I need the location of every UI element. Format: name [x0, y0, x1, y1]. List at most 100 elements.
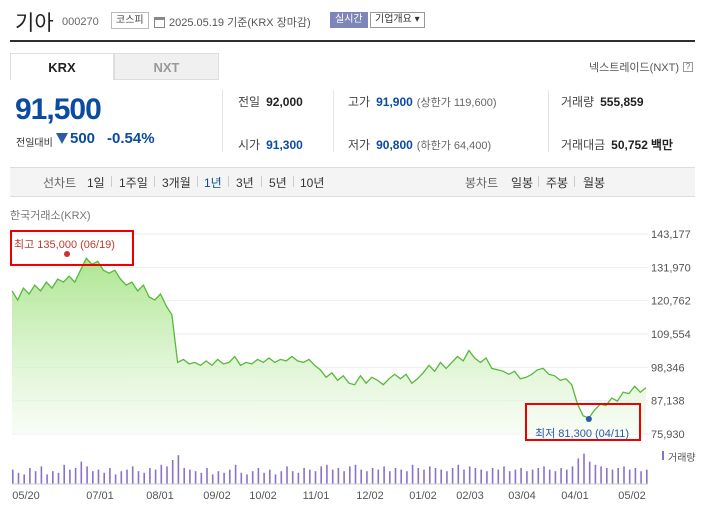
change-label: 전일대비	[16, 138, 53, 149]
market-badge: 코스피	[111, 12, 149, 29]
price-line	[11, 257, 647, 419]
volume-bar	[274, 474, 277, 484]
volume-bar	[291, 471, 294, 484]
volume-bar	[217, 471, 220, 484]
candle-chart-label: 봉차트	[465, 176, 499, 190]
stock-name: 기아	[15, 12, 54, 35]
volume-bar	[69, 469, 71, 484]
volume-bar	[577, 458, 580, 484]
stat-value: 50,752	[611, 138, 648, 152]
volume-bar	[309, 469, 311, 484]
volume-bar	[508, 471, 511, 484]
volume-bar	[646, 469, 648, 484]
volume-bar	[131, 466, 134, 484]
volume-bar	[463, 469, 465, 484]
divider	[261, 176, 262, 187]
quote-date: 2025.05.19 기준(KRX 장마감)	[154, 14, 311, 30]
volume-bar	[183, 468, 185, 484]
y-tick-label: 120,762	[651, 296, 691, 308]
x-tick-label: 12/02	[356, 490, 384, 502]
y-tick-label: 143,177	[651, 229, 691, 241]
tab-krx[interactable]: KRX	[10, 53, 114, 80]
x-tick-label: 02/03	[456, 490, 484, 502]
nxt-link-label: 넥스트레이드(NXT)	[588, 62, 679, 74]
volume-bar	[349, 466, 351, 484]
stat-value: 92,000	[266, 95, 303, 109]
tab-nxt[interactable]: NXT	[114, 53, 219, 80]
volume-bar	[554, 471, 557, 484]
volume-bar	[628, 469, 631, 484]
stat-high: 고가 91,900 (상한가 119,600)	[348, 93, 497, 110]
stat-label: 시가	[238, 138, 261, 152]
period-3m[interactable]: 3개월	[162, 176, 191, 190]
volume-bar	[80, 461, 83, 484]
line-chart-label: 선차트	[43, 176, 77, 190]
period-monthly[interactable]: 월봉	[583, 176, 606, 190]
period-weekly[interactable]: 주봉	[546, 176, 569, 190]
volume-legend-label: 거래량	[668, 453, 696, 464]
volume-bar	[251, 471, 254, 484]
volume-bar	[354, 464, 357, 484]
stat-label: 거래대금	[561, 138, 606, 152]
volume-bar	[286, 466, 288, 484]
volume-bar	[143, 472, 145, 484]
stat-value: 555,859	[600, 95, 644, 109]
volume-bar	[126, 469, 128, 484]
stat-label: 거래량	[561, 95, 595, 109]
volume-bar	[451, 468, 454, 484]
calendar-icon	[154, 16, 165, 28]
volume-bar	[74, 468, 77, 484]
chevron-down-icon: ▾	[414, 14, 420, 25]
high-highlight-box	[10, 230, 134, 266]
volume-bar	[343, 471, 345, 484]
company-overview-label: 기업개요	[375, 14, 412, 25]
volume-bar	[566, 469, 568, 484]
volume-bar	[331, 469, 334, 484]
volume-bar	[389, 471, 391, 484]
x-tick-label: 01/02	[409, 490, 437, 502]
period-1w[interactable]: 1주일	[119, 176, 148, 190]
period-1y[interactable]: 1년	[204, 176, 222, 190]
down-arrow-icon	[56, 133, 68, 144]
volume-bar	[103, 472, 105, 484]
volume-bar	[280, 471, 283, 484]
volume-bar	[240, 472, 243, 484]
volume-bar	[211, 474, 214, 484]
volume-bar	[526, 471, 528, 484]
volume-bar	[560, 468, 562, 484]
volume-bar	[434, 468, 437, 484]
volume-bar	[446, 471, 448, 484]
period-daily[interactable]: 일봉	[511, 176, 534, 190]
x-tick-label: 09/02	[203, 490, 231, 502]
period-3y[interactable]: 3년	[236, 176, 254, 190]
volume-bar	[588, 461, 591, 484]
stat-label: 전일	[238, 95, 261, 109]
volume-bar	[177, 455, 180, 484]
volume-bar	[326, 464, 328, 484]
volume-bar	[92, 471, 94, 484]
volume-bar	[400, 469, 402, 484]
volume-bar	[194, 471, 197, 484]
volume-bar	[411, 464, 414, 484]
stock-code: 000270	[62, 16, 99, 28]
volume-bar	[149, 468, 151, 484]
x-tick-label: 11/01	[303, 490, 330, 502]
period-5y[interactable]: 5년	[269, 176, 287, 190]
period-10y[interactable]: 10년	[300, 176, 325, 190]
change-percent: -0.54%	[107, 130, 155, 147]
low-marker-label: 최저 81,300 (04/11)	[535, 428, 630, 440]
x-tick-label: 10/02	[249, 490, 277, 502]
stat-sub: (상한가 119,600)	[416, 97, 497, 109]
stat-label: 저가	[348, 138, 371, 152]
divider	[154, 176, 155, 187]
nxt-link[interactable]: 넥스트레이드(NXT) ?	[589, 59, 693, 75]
stat-sub: (하한가 64,400)	[416, 140, 492, 152]
period-1d[interactable]: 1일	[87, 176, 105, 190]
help-icon[interactable]: ?	[683, 62, 693, 72]
realtime-button[interactable]: 실시간	[330, 12, 368, 28]
volume-bar	[223, 472, 225, 484]
company-overview-dropdown[interactable]: 기업개요 ▾	[370, 12, 425, 28]
volume-bar	[543, 466, 545, 484]
low-marker-dot	[585, 416, 592, 422]
